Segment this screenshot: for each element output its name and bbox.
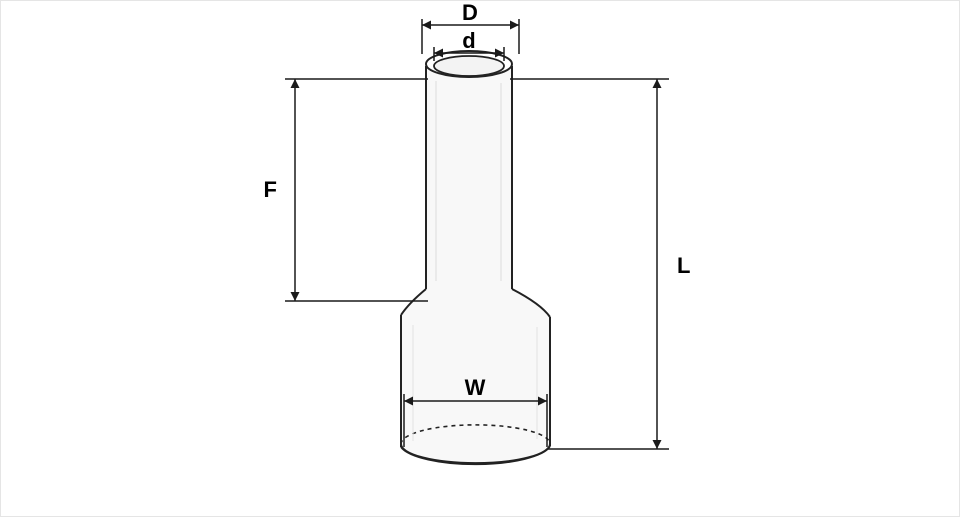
label-L: L [677,253,690,278]
label-W: W [465,375,486,400]
tech-drawing: D d F L W [1,1,960,518]
ferrule-part [401,51,550,464]
dim-F [285,79,428,301]
top-inner-ellipse [434,56,504,76]
label-F: F [264,177,277,202]
label-d: d [462,28,475,53]
label-D: D [462,1,478,25]
